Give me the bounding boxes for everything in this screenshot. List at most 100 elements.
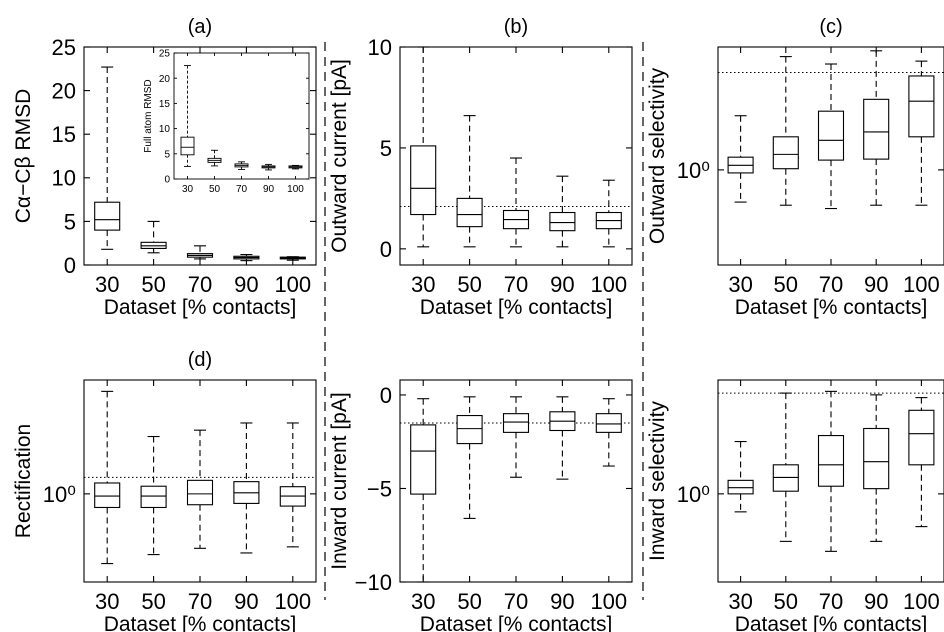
- panel-0-ytick-label: 10: [52, 166, 76, 191]
- panel-5-ytick-label: 10⁰: [677, 482, 710, 507]
- panel-0-title: (a): [188, 16, 212, 38]
- inset-panel-0-ytick-label: 15: [159, 99, 171, 110]
- panel-3-xtick-label: 90: [234, 589, 258, 614]
- panel-1-title: (b): [504, 16, 528, 38]
- panel-1-xtick-label: 30: [411, 272, 435, 297]
- panel-2-xtick-label: 30: [728, 272, 752, 297]
- panel-4-ytick-label: −10: [355, 570, 392, 595]
- panel-5-xtick-label: 100: [903, 589, 940, 614]
- panel-4-xtick-label: 100: [590, 589, 627, 614]
- inset-panel-0-frame: [173, 52, 310, 180]
- panel-4-xtick-label: 30: [411, 589, 435, 614]
- panel-4-ytick-label: 0: [380, 383, 392, 408]
- inset-panel-0-group: 0 5 10 15 20 25 30 50 70 90 100 Full atom RMSD: [143, 49, 310, 195]
- panel-4-xtick-label: 50: [457, 589, 481, 614]
- panel-4-box: [502, 413, 530, 433]
- panel-1-ytick-label: 0: [380, 237, 392, 262]
- panel-4-xlabel: Dataset [% contacts]: [420, 613, 613, 632]
- panel-2-ylabel: Outward selectivity: [646, 67, 669, 244]
- panel-4-box: [456, 414, 483, 445]
- panel-3-box: [140, 485, 167, 509]
- panel-5-box: [727, 479, 754, 495]
- panel-3-ytick-label: 10⁰: [43, 482, 76, 507]
- panel-3-xtick-label: 50: [141, 589, 165, 614]
- panel-0-ytick-label: 25: [52, 35, 76, 60]
- panel-0-ylabel: Cα−Cβ RMSD: [12, 89, 35, 223]
- inset-panel-0-ytick-label: 20: [159, 74, 171, 85]
- inset-panel-0-xtick-label: 30: [182, 184, 194, 195]
- panel-2-title: (c): [819, 16, 842, 38]
- panel-0-xtick-label: 30: [95, 272, 119, 297]
- panel-5-box: [817, 435, 845, 487]
- panel-2-xtick-label: 70: [819, 272, 843, 297]
- panel-4-ylabel: Inward current [pA]: [328, 392, 351, 569]
- panel-2-xlabel: Dataset [% contacts]: [735, 296, 928, 319]
- panel-4-ytick-label: −5: [367, 476, 392, 501]
- panel-0-xtick-label: 100: [274, 272, 311, 297]
- inset-panel-0-box: [180, 136, 195, 156]
- inset-panel-0-ytick-label: 5: [164, 149, 170, 160]
- panel-5-xtick-label: 90: [864, 589, 888, 614]
- panel-1-xtick-label: 90: [550, 272, 574, 297]
- panel-3-xtick-label: 100: [274, 589, 311, 614]
- panel-5-xtick-label: 50: [774, 589, 798, 614]
- panel-5-box: [863, 427, 890, 490]
- panel-1-xlabel: Dataset [% contacts]: [420, 296, 613, 319]
- panel-0-ytick-label: 0: [64, 253, 76, 278]
- panel-0-xtick-label: 50: [141, 272, 165, 297]
- panel-1-box: [456, 197, 483, 228]
- inset-panel-0-ytick-label: 25: [159, 49, 171, 60]
- panel-0-ytick-label: 15: [52, 122, 76, 147]
- panel-1-xtick-label: 70: [504, 272, 528, 297]
- panel-1-ylabel: Outward current [pA]: [328, 59, 351, 253]
- panel-5-xlabel: Dataset [% contacts]: [735, 613, 928, 632]
- panel-0-ytick-label: 5: [64, 209, 76, 234]
- panel-4-xtick-label: 90: [550, 589, 574, 614]
- panel-2-xtick-label: 90: [864, 272, 888, 297]
- panel-1-ytick-label: 5: [380, 136, 392, 161]
- panel-5-xtick-label: 30: [728, 589, 752, 614]
- panel-1-xtick-label: 100: [590, 272, 627, 297]
- inset-panel-0-ytick-label: 0: [164, 175, 170, 186]
- panel-5-ylabel: Inward selectivity: [646, 401, 669, 561]
- panel-0-ytick-label: 20: [52, 79, 76, 104]
- panel-0-xtick-label: 70: [188, 272, 212, 297]
- panel-1-ytick-label: 10: [368, 35, 392, 60]
- panel-4-xtick-label: 70: [504, 589, 528, 614]
- panel-3-xlabel: Dataset [% contacts]: [104, 613, 297, 632]
- inset-panel-0-ylabel: Full atom RMSD: [143, 79, 154, 152]
- panel-5-box: [772, 464, 799, 492]
- panel-2-box: [908, 75, 935, 138]
- panel-2-box: [863, 98, 890, 160]
- panel-3-ylabel: Rectification: [12, 424, 35, 538]
- panel-2-ytick-label: 10⁰: [677, 158, 710, 183]
- inset-panel-0-ytick-label: 10: [159, 124, 171, 135]
- panel-2-xtick-label: 50: [774, 272, 798, 297]
- panel-1-box: [410, 145, 437, 216]
- panel-3-title: (d): [188, 349, 212, 371]
- panel-2-xtick-label: 100: [903, 272, 940, 297]
- inset-panel-0-xtick-label: 90: [263, 184, 275, 195]
- panel-4-box: [410, 424, 437, 495]
- panel-3-xtick-label: 70: [188, 589, 212, 614]
- inset-panel-0-xtick-label: 50: [209, 184, 221, 195]
- inset-panel-0-xtick-label: 100: [287, 184, 304, 195]
- panel-5-xtick-label: 70: [819, 589, 843, 614]
- panel-0-xlabel: Dataset [% contacts]: [104, 296, 297, 319]
- panel-3-box: [94, 482, 121, 509]
- panel-1-xtick-label: 50: [457, 272, 481, 297]
- panel-0-xtick-label: 90: [234, 272, 258, 297]
- inset-panel-0-xtick-label: 70: [236, 184, 248, 195]
- panel-5-box: [908, 409, 935, 466]
- panel-3-box: [186, 479, 214, 506]
- panel-4-box: [595, 413, 622, 433]
- panel-3-xtick-label: 30: [95, 589, 119, 614]
- panel-0-box: [94, 201, 121, 231]
